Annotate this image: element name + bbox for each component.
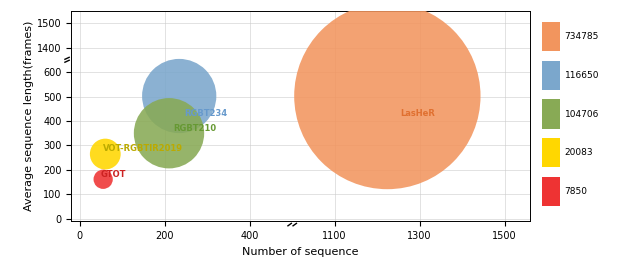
Point	[98, 177, 108, 181]
FancyBboxPatch shape	[542, 177, 560, 206]
Text: VOT-RGBTIR2019: VOT-RGBTIR2019	[103, 144, 183, 153]
FancyBboxPatch shape	[542, 138, 560, 167]
Point	[174, 94, 184, 98]
Text: LasHeR: LasHeR	[400, 109, 435, 118]
Text: RGBT210: RGBT210	[173, 124, 216, 133]
Point	[164, 131, 174, 135]
Text: GTOT: GTOT	[101, 170, 126, 179]
Point	[100, 152, 110, 156]
Text: 7850: 7850	[564, 187, 588, 196]
FancyBboxPatch shape	[542, 99, 560, 129]
Text: 734785: 734785	[564, 32, 599, 41]
Y-axis label: Average sequence length(frames): Average sequence length(frames)	[24, 21, 34, 211]
FancyBboxPatch shape	[542, 61, 560, 90]
Text: 116650: 116650	[564, 71, 599, 80]
Text: RGBT234: RGBT234	[184, 109, 228, 118]
Text: 20083: 20083	[564, 148, 593, 157]
Text: 104706: 104706	[564, 110, 599, 119]
X-axis label: Number of sequence: Number of sequence	[242, 247, 359, 257]
FancyBboxPatch shape	[542, 22, 560, 51]
Point	[383, 94, 392, 98]
